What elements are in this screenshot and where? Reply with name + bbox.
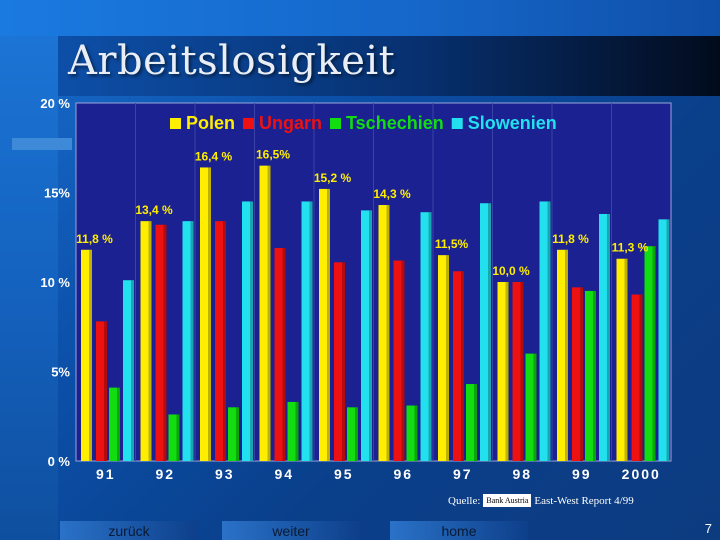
y-tick-label: 5% [51, 365, 70, 380]
bar-ungarn-99 [572, 287, 583, 461]
x-tick-label: 95 [334, 466, 354, 482]
data-label: 16,4 % [195, 149, 233, 163]
legend-swatch-polen [170, 118, 181, 129]
x-tick-label: 96 [393, 466, 413, 482]
bar-tschechien-99 [585, 290, 596, 461]
accent-bar [12, 138, 72, 150]
bar-tschechien-93 [228, 407, 239, 461]
bar-ungarn-94 [274, 247, 286, 461]
x-tick-label: 2000 [622, 466, 661, 482]
bar-ungarn-96 [393, 260, 405, 461]
bar-tschechien-98 [525, 353, 537, 461]
data-label: 13,4 % [135, 203, 173, 217]
back-button[interactable]: zurück [60, 521, 198, 540]
x-tick-label: 94 [274, 466, 294, 482]
data-label: 11,8 % [76, 232, 113, 246]
x-tick-label: 98 [512, 466, 532, 482]
data-label: 16,5% [256, 148, 290, 162]
bar-polen-92 [140, 221, 152, 461]
bar-tschechien-94 [287, 401, 299, 461]
x-tick-label: 91 [96, 466, 116, 482]
top-band [0, 0, 720, 36]
bar-ungarn-98 [512, 282, 524, 461]
bar-polen-2000 [616, 258, 628, 461]
legend-swatch-slowenien [451, 118, 463, 129]
bar-tschechien-96 [406, 405, 418, 461]
data-label: 11,8 % [552, 232, 589, 246]
bar-slowenien-95 [361, 210, 372, 461]
page-number: 7 [704, 521, 712, 536]
bar-ungarn-93 [215, 221, 226, 461]
legend-swatch-ungarn [243, 118, 255, 129]
bar-tschechien-2000 [644, 246, 656, 461]
bar-ungarn-97 [453, 271, 464, 461]
bar-polen-98 [497, 282, 509, 461]
left-strip [0, 36, 58, 540]
legend-label-polen: Polen [186, 113, 235, 133]
data-label: 11,5% [435, 237, 469, 251]
bar-tschechien-95 [347, 407, 358, 461]
bar-slowenien-91 [123, 280, 134, 461]
bar-tschechien-92 [168, 414, 180, 461]
bar-ungarn-2000 [631, 294, 643, 461]
source-prefix: Quelle: [448, 494, 481, 507]
x-tick-label: 99 [572, 466, 592, 482]
bar-slowenien-98 [539, 201, 551, 461]
bar-ungarn-92 [155, 224, 167, 461]
legend-label-slowenien: Slowenien [468, 113, 557, 133]
source-note: Quelle: Bank Austria East-West Report 4/… [448, 494, 634, 507]
bar-polen-97 [438, 255, 449, 461]
bank-austria-logo: Bank Austria [483, 494, 532, 507]
data-label: 15,2 % [314, 171, 352, 185]
bar-polen-95 [319, 188, 330, 462]
x-tick-label: 92 [155, 466, 175, 482]
y-tick-label: 15% [44, 186, 70, 201]
data-label: 11,3 % [612, 241, 649, 255]
y-tick-label: 0 % [48, 454, 71, 469]
bar-slowenien-96 [420, 212, 432, 461]
bar-slowenien-94 [301, 201, 313, 461]
x-tick-label: 93 [215, 466, 235, 482]
bar-polen-91 [81, 249, 92, 461]
page-title: Arbeitslosigkeit [68, 38, 396, 84]
y-tick-label: 20 % [40, 96, 70, 111]
legend-label-ungarn: Ungarn [259, 113, 322, 133]
title-bar [58, 36, 720, 96]
bar-slowenien-93 [242, 201, 253, 461]
bar-polen-99 [557, 249, 568, 461]
bar-polen-93 [200, 167, 211, 461]
bar-polen-96 [378, 205, 390, 461]
bar-tschechien-97 [466, 384, 477, 461]
y-tick-label: 10 % [40, 275, 70, 290]
legend-swatch-tschechien [330, 118, 342, 129]
next-button[interactable]: weiter [222, 521, 360, 540]
bar-polen-94 [259, 165, 271, 461]
bar-ungarn-95 [334, 262, 345, 461]
bar-slowenien-92 [182, 221, 194, 461]
bar-slowenien-99 [599, 213, 610, 461]
x-tick-label: 97 [453, 466, 473, 482]
bar-slowenien-2000 [658, 219, 670, 461]
home-button[interactable]: home [390, 521, 528, 540]
bar-tschechien-91 [109, 387, 120, 461]
legend-label-tschechien: Tschechien [346, 113, 444, 133]
source-suffix: East-West Report 4/99 [534, 494, 634, 507]
bar-slowenien-97 [480, 203, 491, 462]
data-label: 10,0 % [492, 264, 530, 278]
bar-ungarn-91 [96, 321, 107, 461]
data-label: 14,3 % [373, 187, 411, 201]
